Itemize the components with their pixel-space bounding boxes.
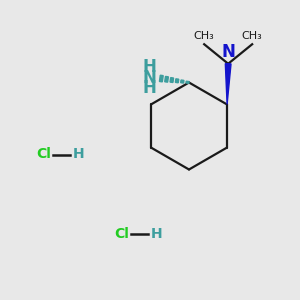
- Text: CH₃: CH₃: [242, 31, 262, 41]
- Text: N: N: [221, 44, 235, 61]
- Text: Cl: Cl: [114, 227, 129, 241]
- Polygon shape: [186, 81, 189, 83]
- Text: H: H: [73, 148, 84, 161]
- Text: H: H: [142, 58, 156, 76]
- Text: Cl: Cl: [36, 148, 51, 161]
- Polygon shape: [176, 79, 179, 83]
- Polygon shape: [225, 64, 231, 104]
- Text: CH₃: CH₃: [194, 31, 214, 41]
- Polygon shape: [181, 80, 184, 83]
- Text: H: H: [142, 80, 156, 98]
- Polygon shape: [170, 78, 174, 82]
- Text: N: N: [142, 69, 156, 87]
- Polygon shape: [159, 75, 163, 82]
- Polygon shape: [165, 76, 168, 82]
- Text: H: H: [151, 227, 162, 241]
